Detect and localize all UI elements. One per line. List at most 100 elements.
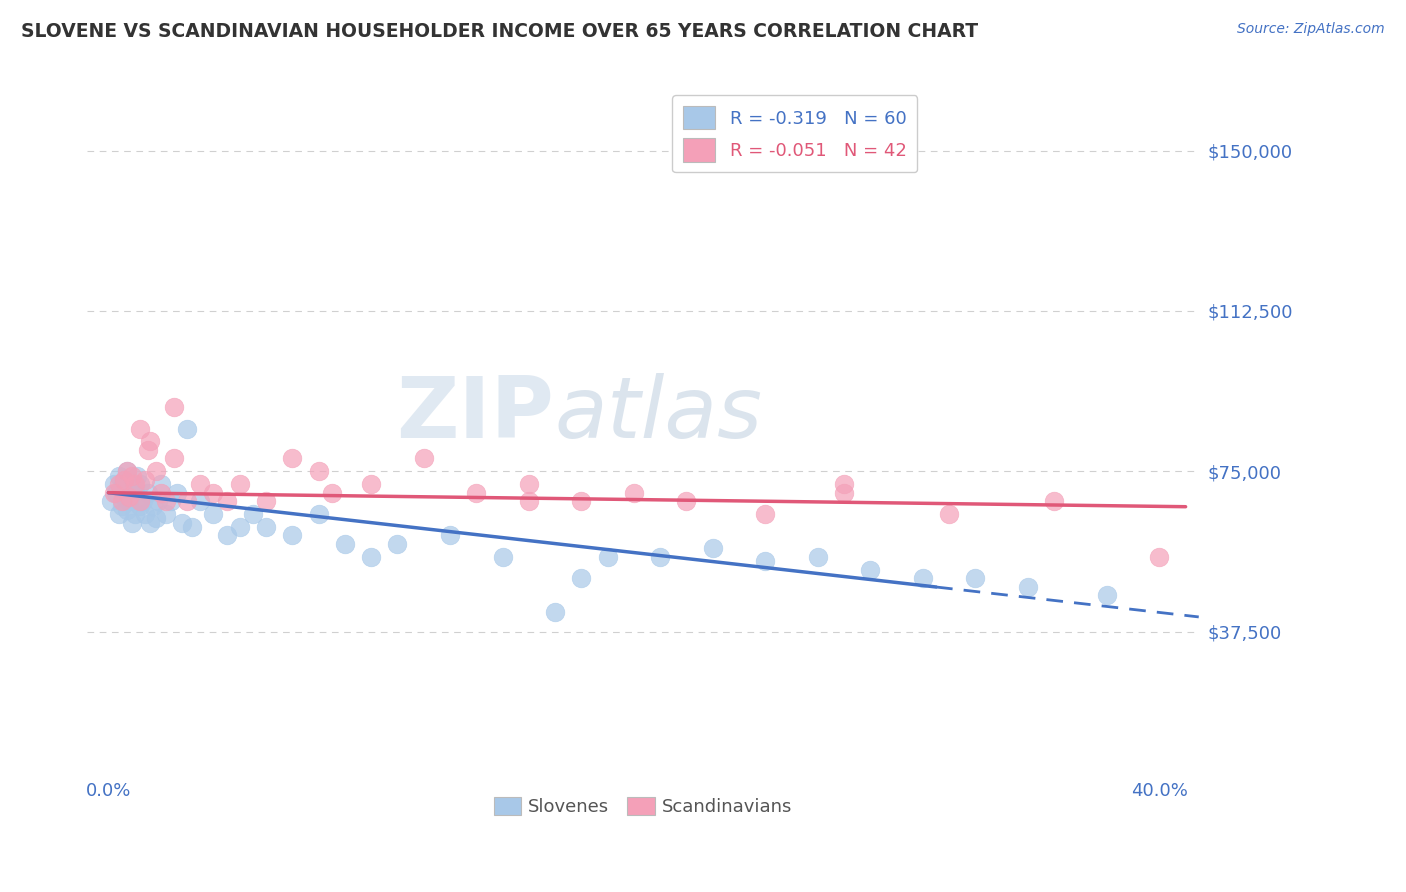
Point xyxy=(108,477,131,491)
Point xyxy=(121,468,143,483)
Point xyxy=(281,528,304,542)
Point xyxy=(1017,580,1039,594)
Point xyxy=(124,507,146,521)
Point xyxy=(118,477,141,491)
Point xyxy=(229,520,252,534)
Point xyxy=(321,485,343,500)
Point xyxy=(254,494,277,508)
Point xyxy=(127,468,149,483)
Point xyxy=(1043,494,1066,508)
Point xyxy=(124,482,146,496)
Point xyxy=(215,528,238,542)
Point xyxy=(517,494,540,508)
Point xyxy=(308,507,330,521)
Text: atlas: atlas xyxy=(554,374,762,457)
Point xyxy=(105,485,128,500)
Point xyxy=(108,468,131,483)
Point xyxy=(112,473,135,487)
Point xyxy=(160,494,183,508)
Point xyxy=(754,554,776,568)
Point xyxy=(281,451,304,466)
Point xyxy=(166,485,188,500)
Point xyxy=(112,490,135,504)
Point xyxy=(465,485,488,500)
Point xyxy=(911,571,934,585)
Point xyxy=(596,549,619,564)
Point xyxy=(623,485,645,500)
Point xyxy=(139,516,162,530)
Point xyxy=(202,485,225,500)
Point xyxy=(832,485,855,500)
Point xyxy=(129,421,152,435)
Point xyxy=(115,464,138,478)
Point xyxy=(131,494,153,508)
Point xyxy=(103,477,125,491)
Point xyxy=(308,464,330,478)
Point xyxy=(139,434,162,449)
Point xyxy=(517,477,540,491)
Point xyxy=(134,507,156,521)
Point xyxy=(333,537,356,551)
Point xyxy=(134,473,156,487)
Point xyxy=(127,490,149,504)
Point xyxy=(965,571,987,585)
Text: SLOVENE VS SCANDINAVIAN HOUSEHOLDER INCOME OVER 65 YEARS CORRELATION CHART: SLOVENE VS SCANDINAVIAN HOUSEHOLDER INCO… xyxy=(21,22,979,41)
Point xyxy=(1149,549,1171,564)
Point xyxy=(129,477,152,491)
Point xyxy=(190,477,212,491)
Point xyxy=(108,507,131,521)
Point xyxy=(124,477,146,491)
Point xyxy=(170,516,193,530)
Point xyxy=(100,494,122,508)
Point xyxy=(142,499,165,513)
Point xyxy=(181,520,204,534)
Point xyxy=(145,464,167,478)
Point xyxy=(148,494,170,508)
Point xyxy=(360,477,382,491)
Point xyxy=(1095,588,1118,602)
Point xyxy=(702,541,724,556)
Text: Source: ZipAtlas.com: Source: ZipAtlas.com xyxy=(1237,22,1385,37)
Point xyxy=(176,421,198,435)
Point xyxy=(938,507,960,521)
Point xyxy=(569,571,592,585)
Point xyxy=(544,606,567,620)
Point xyxy=(832,477,855,491)
Point xyxy=(155,507,177,521)
Point xyxy=(491,549,513,564)
Point xyxy=(176,494,198,508)
Point xyxy=(190,494,212,508)
Point xyxy=(412,451,434,466)
Point xyxy=(118,494,141,508)
Point xyxy=(103,485,125,500)
Point xyxy=(112,473,135,487)
Point xyxy=(242,507,264,521)
Point xyxy=(121,516,143,530)
Point xyxy=(163,400,186,414)
Point xyxy=(569,494,592,508)
Point xyxy=(254,520,277,534)
Point xyxy=(360,549,382,564)
Text: ZIP: ZIP xyxy=(396,374,554,457)
Point xyxy=(149,477,172,491)
Point xyxy=(155,494,177,508)
Point xyxy=(439,528,461,542)
Point xyxy=(115,464,138,478)
Point xyxy=(136,485,159,500)
Point xyxy=(129,494,152,508)
Point xyxy=(650,549,672,564)
Point xyxy=(110,482,132,496)
Point xyxy=(121,485,143,500)
Point xyxy=(110,499,132,513)
Point xyxy=(136,442,159,457)
Point xyxy=(807,549,830,564)
Point xyxy=(149,485,172,500)
Point xyxy=(675,494,697,508)
Point xyxy=(118,490,141,504)
Point xyxy=(145,511,167,525)
Legend: Slovenes, Scandinavians: Slovenes, Scandinavians xyxy=(486,789,800,823)
Point xyxy=(115,503,138,517)
Point xyxy=(754,507,776,521)
Point xyxy=(387,537,409,551)
Point xyxy=(163,451,186,466)
